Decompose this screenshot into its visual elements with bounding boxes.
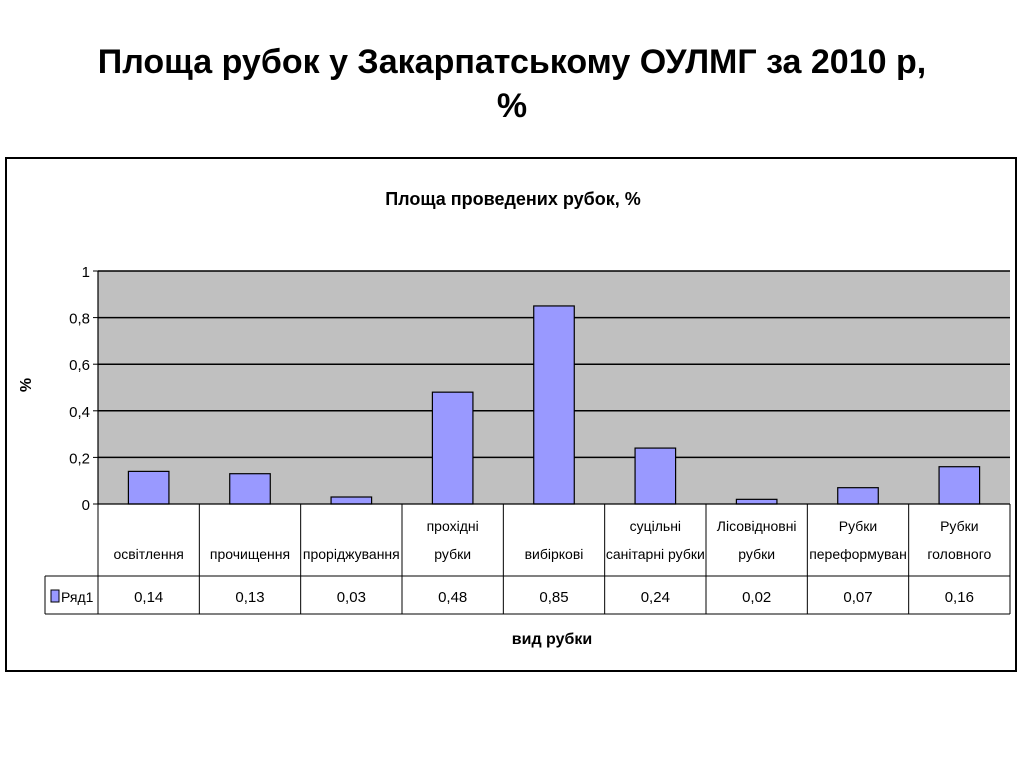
data-value-label: 0,07 bbox=[843, 589, 872, 606]
bar bbox=[837, 487, 879, 505]
legend-key bbox=[50, 589, 60, 603]
bar bbox=[634, 447, 677, 505]
category-label: Лісовідновні рубки bbox=[717, 518, 797, 562]
category-label: суцільні санітарні рубки bbox=[606, 518, 705, 562]
bar bbox=[431, 391, 474, 505]
data-value-label: 0,24 bbox=[641, 589, 670, 606]
y-tick-label: 0,8 bbox=[69, 311, 90, 328]
x-axis-label: вид рубки bbox=[512, 631, 592, 648]
data-value-label: 0,85 bbox=[539, 589, 568, 606]
slide-title: Площа рубок у Закарпатському ОУЛМГ за 20… bbox=[0, 40, 1024, 128]
data-value-label: 0,02 bbox=[742, 589, 771, 606]
bar bbox=[938, 466, 981, 505]
slide-title-line-1: Площа рубок у Закарпатському ОУЛМГ за 20… bbox=[97, 43, 927, 81]
legend-label: Ряд1 bbox=[61, 589, 94, 605]
data-value-label: 0,16 bbox=[945, 589, 974, 606]
bar bbox=[127, 470, 170, 505]
data-value-label: 0,14 bbox=[134, 589, 163, 606]
data-value-label: 0,03 bbox=[337, 589, 366, 606]
y-tick-label: 1 bbox=[82, 264, 90, 281]
category-label: прохідні рубки bbox=[427, 518, 479, 562]
category-label: прочищення bbox=[210, 546, 290, 562]
category-label: Рубки переформуван bbox=[809, 518, 907, 562]
y-axis-label: % bbox=[18, 378, 35, 392]
chart-title: Площа проведених рубок, % bbox=[385, 189, 641, 209]
bar-chart: Площа проведених рубок, % % вид рубки 0 0… bbox=[18, 189, 1011, 648]
bar bbox=[533, 305, 575, 505]
data-value-label: 0,48 bbox=[438, 589, 467, 606]
y-tick-label: 0,6 bbox=[69, 357, 90, 374]
slide-title-line-2: % bbox=[496, 87, 528, 125]
category-label: вибіркові bbox=[525, 546, 584, 562]
y-tick-label: 0,4 bbox=[69, 404, 90, 421]
bar bbox=[735, 498, 778, 505]
category-label: проріджування bbox=[303, 546, 400, 562]
y-tick-label: 0,2 bbox=[69, 450, 90, 467]
category-label: Рубки головного bbox=[927, 518, 991, 562]
bar bbox=[330, 496, 373, 505]
data-value-label: 0,13 bbox=[235, 589, 264, 606]
chart-frame: Площа проведених рубок, % % вид рубки 0 0… bbox=[5, 157, 1017, 672]
y-tick-label: 0 bbox=[82, 497, 90, 514]
category-label: освітлення bbox=[113, 546, 183, 562]
bar bbox=[229, 473, 271, 505]
